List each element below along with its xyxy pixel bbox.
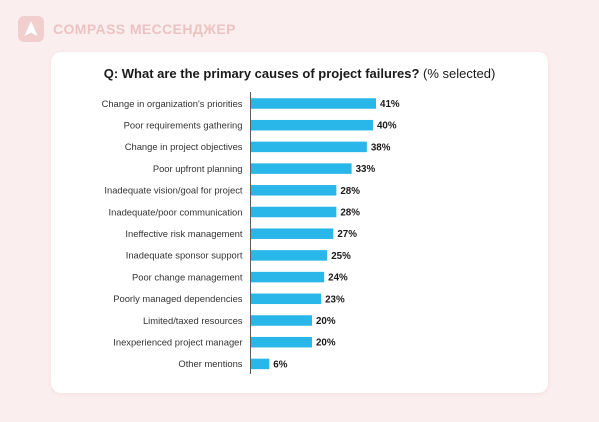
value-label: 6% (273, 359, 287, 370)
chart-title: Q: What are the primary causes of projec… (0, 66, 599, 81)
value-label: 23% (325, 294, 345, 305)
category-label: Limited/taxed resources (143, 315, 243, 326)
category-label: Inadequate sponsor support (126, 250, 243, 261)
bar (251, 141, 367, 153)
value-label: 20% (316, 316, 336, 327)
value-label: 40% (377, 121, 397, 132)
category-label: Poorly managed dependencies (113, 293, 243, 304)
bar (251, 315, 312, 326)
bar (251, 336, 312, 348)
chart-title-suffix: (% selected) (423, 66, 496, 81)
category-label: Change in organization's priorities (102, 98, 243, 109)
value-label: 20% (316, 338, 336, 349)
bar (251, 119, 373, 131)
value-label: 33% (356, 164, 376, 175)
chart-title-question: Q: What are the primary causes of projec… (103, 66, 420, 81)
value-label: 27% (337, 229, 357, 240)
category-label: Inadequate vision/goal for project (104, 185, 243, 196)
chart-card (51, 52, 548, 393)
bar (251, 228, 334, 239)
category-label: Change in project objectives (125, 141, 243, 152)
category-label: Poor requirements gathering (124, 120, 243, 131)
value-label: 28% (340, 186, 360, 197)
bar (251, 185, 337, 196)
category-label: Ineffective risk management (125, 228, 242, 239)
bar (251, 206, 337, 218)
compass-a-icon (18, 16, 44, 42)
value-label: 28% (340, 208, 360, 219)
category-label: Other mentions (178, 358, 242, 369)
bar (251, 358, 270, 370)
category-label: Poor change management (132, 271, 243, 282)
category-label: Poor upfront planning (153, 163, 243, 174)
brand: COMPASS МЕССЕНДЖЕР (18, 16, 236, 42)
bar (251, 271, 325, 283)
brand-name: COMPASS МЕССЕНДЖЕР (53, 21, 236, 37)
bar (251, 163, 352, 174)
value-label: 38% (371, 142, 391, 153)
bar (251, 250, 328, 261)
category-label: Inexperienced project manager (113, 337, 242, 348)
bar (251, 98, 376, 109)
category-label: Inadequate/poor communication (109, 206, 243, 217)
value-label: 24% (328, 273, 348, 284)
value-label: 25% (331, 251, 351, 262)
bar (251, 293, 322, 305)
value-label: 41% (380, 99, 400, 110)
